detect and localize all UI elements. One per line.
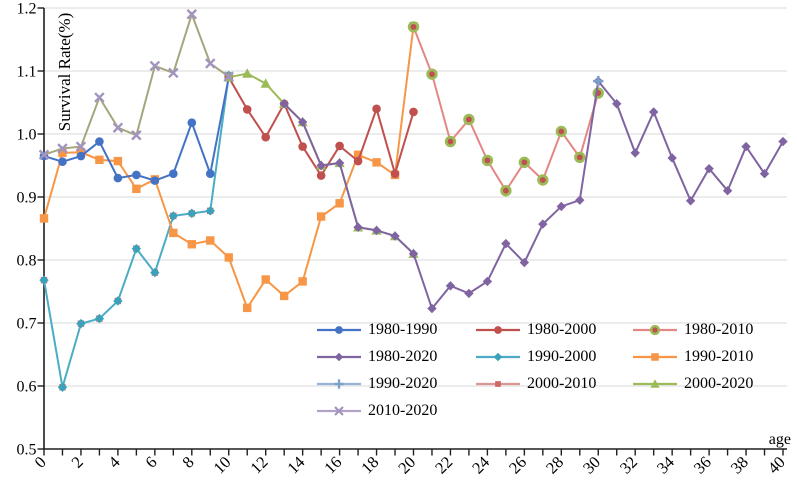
x-tick-label: 28 (542, 452, 567, 477)
y-tick-label: 0.9 (17, 190, 37, 207)
y-tick-label: 0.5 (17, 442, 37, 459)
legend-swatch (317, 406, 361, 416)
x-tick-label: 26 (505, 452, 530, 477)
x-tick-label: 18 (357, 452, 382, 477)
y-tick-label: 1.0 (17, 127, 37, 144)
legend-swatch (633, 324, 677, 336)
x-tick-label: 30 (579, 452, 604, 477)
legend-item-1990-2020: 1990-2020 (316, 375, 475, 393)
legend-label: 1980-2010 (684, 321, 754, 338)
legend-item-1980-2000: 1980-2000 (475, 321, 632, 339)
x-tick-label: 8 (178, 452, 197, 471)
legend-label: 2000-2010 (527, 375, 597, 392)
x-tick-label: 36 (690, 452, 715, 477)
legend-swatch (633, 379, 677, 388)
x-tick-label: 12 (246, 452, 271, 477)
legend-swatch (317, 379, 361, 389)
legend-item-2000-2010: 2000-2010 (475, 375, 632, 393)
x-tick-label: 22 (431, 452, 456, 477)
legend-label: 1990-2020 (368, 375, 438, 392)
y-tick-label: 1.1 (17, 64, 37, 81)
legend-swatch (633, 353, 677, 361)
x-tick-label: 10 (209, 452, 234, 477)
legend-label: 2010-2020 (368, 402, 438, 419)
y-tick-label: 0.7 (17, 316, 37, 333)
legend-swatch (317, 352, 361, 362)
legend-swatch (476, 381, 520, 387)
series-1980-2020 (279, 76, 788, 314)
x-tick-label: 16 (320, 452, 345, 477)
legend-item-2010-2020: 2010-2020 (316, 402, 475, 420)
series-1990-2020 (593, 75, 604, 87)
y-axis-title: Survival Rate(%) (55, 13, 74, 132)
series-1990-2010 (39, 22, 418, 313)
legend-label: 1990-2000 (527, 348, 597, 365)
y-tick-label: 0.6 (17, 379, 37, 396)
legend-item-1990-2010: 1990-2010 (632, 348, 792, 366)
y-tick-label: 1.2 (17, 1, 37, 18)
x-tick-label: 20 (394, 452, 419, 477)
legend-label: 1980-1990 (368, 321, 438, 338)
legend-item-1990-2000: 1990-2000 (475, 348, 632, 366)
legend-label: 2000-2020 (684, 375, 754, 392)
legend-item-1980-2020: 1980-2020 (316, 348, 475, 366)
legend-label: 1990-2010 (684, 348, 754, 365)
x-tick-label: 38 (727, 452, 752, 477)
legend-swatch (317, 326, 361, 334)
x-tick-label: 32 (616, 452, 641, 477)
legend-item-1980-1990: 1980-1990 (316, 321, 475, 339)
x-tick-label: 14 (283, 452, 308, 477)
legend-item-2000-2020: 2000-2020 (632, 375, 792, 393)
x-axis-label: age (769, 431, 791, 448)
legend-swatch (476, 326, 520, 334)
x-tick-label: 4 (104, 452, 123, 471)
axes (37, 7, 787, 456)
x-tick-label: 24 (468, 452, 493, 477)
chart-legend: 1980-1990 1980-2000 1980-2010 1980-2020 1990… (316, 321, 792, 420)
x-tick-label: 2 (68, 452, 87, 471)
series-2010-2020 (38, 9, 234, 161)
x-tick-label: 0 (31, 452, 50, 471)
series-1980-2010 (407, 21, 604, 197)
y-tick-label: 0.8 (17, 253, 37, 270)
data-series (38, 9, 788, 392)
x-tick-label: 6 (141, 452, 160, 471)
legend-swatch (476, 352, 520, 362)
series-1990-2000 (39, 70, 234, 392)
legend-item-1980-2010: 1980-2010 (632, 321, 792, 339)
legend-label: 1980-2000 (527, 321, 597, 338)
legend-label: 1980-2020 (368, 348, 438, 365)
x-tick-label: 40 (764, 452, 789, 477)
x-tick-label: 34 (653, 452, 678, 477)
